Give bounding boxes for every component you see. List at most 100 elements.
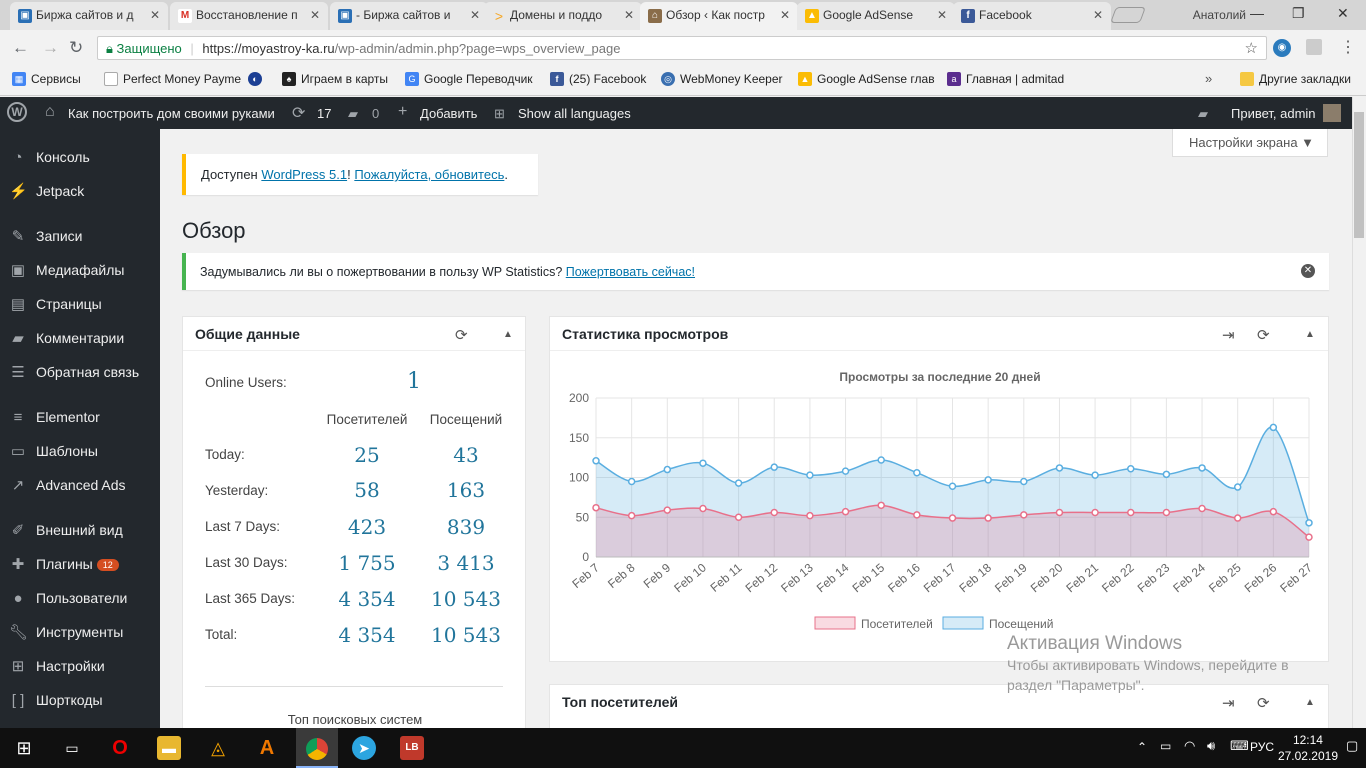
screen-options-button[interactable]: Настройки экрана ▼ [1172, 129, 1328, 157]
input-language[interactable]: РУС [1249, 740, 1274, 754]
sidebar-item-elementor[interactable]: ≡ Elementor [0, 401, 160, 435]
open-page-icon[interactable]: ⇥ [1222, 327, 1235, 344]
updates-icon[interactable]: ⟳ [292, 105, 306, 122]
task-view-icon[interactable]: ▭ [65, 740, 79, 756]
bookmark-star-icon[interactable]: ☆ [1244, 40, 1258, 57]
comment-icon[interactable]: ▰ [348, 106, 358, 121]
visits-value[interactable]: 839 [446, 515, 486, 539]
app-lb-icon[interactable]: LB [400, 736, 424, 760]
sidebar-item-jetpack[interactable]: ⚡ Jetpack [9, 183, 85, 200]
url-bar[interactable]: 🔒︎ Защищено | https://moyastroy-ka.ru/wp… [97, 36, 1267, 60]
windows-start-icon[interactable]: ⊞ [16, 738, 32, 758]
sidebar-item-shortcodes[interactable]: [ ] Шорткоды [0, 684, 160, 718]
bookmark-item[interactable]: ▲ Google AdSense глав [798, 72, 935, 86]
telegram-icon[interactable]: ➤ [352, 736, 376, 760]
visits-value[interactable]: 3 413 [437, 551, 495, 575]
tray-expand-icon[interactable]: ⌃ [1137, 740, 1148, 754]
close-icon[interactable]: ✕ [1092, 8, 1103, 22]
extension-icon[interactable] [1306, 39, 1322, 55]
close-icon[interactable]: ✕ [623, 8, 634, 22]
other-bookmarks[interactable]: Другие закладки [1240, 72, 1351, 86]
sidebar-item-templates[interactable]: ▭ Шаблоны [10, 443, 98, 460]
system-clock[interactable]: 12:14 27.02.2019 [1277, 733, 1338, 763]
collapse-arrow-icon[interactable]: ▲ [503, 329, 513, 340]
sidebar-item-advanced-ads[interactable]: ↗ Advanced Ads [0, 469, 160, 503]
bookmark-item[interactable]: Perfect Money Payme [104, 72, 241, 86]
menu-icon[interactable]: ⋮ [1340, 39, 1356, 56]
bookmark-item[interactable]: ▦ Сервисы [12, 72, 81, 86]
bookmark-item[interactable]: ◎ WebMoney Keeper [661, 72, 783, 86]
sidebar-item-media[interactable]: ▣ Медиафайлы [10, 262, 125, 279]
update-now-link[interactable]: Пожалуйста, обновитесь [354, 167, 505, 182]
keyboard-icon[interactable]: ⌨ [1230, 738, 1249, 753]
collapse-arrow-icon[interactable]: ▲ [1305, 697, 1315, 708]
close-window-icon[interactable]: ✕ [1337, 5, 1349, 21]
file-explorer-icon[interactable]: ▬ [157, 736, 181, 760]
sidebar-item-pages[interactable]: ▤ Страницы [10, 296, 102, 313]
donate-link[interactable]: Пожертвовать сейчас! [565, 265, 695, 279]
opera-icon[interactable]: O [112, 737, 128, 759]
visits-value[interactable]: 10 543 [431, 587, 501, 611]
maximize-icon[interactable]: ❐ [1292, 5, 1305, 21]
sidebar-item-users[interactable]: ● Пользователи [0, 582, 160, 616]
aimp-icon[interactable]: A [259, 737, 275, 759]
greeting-link[interactable]: Привет, admin [1231, 106, 1316, 121]
collapse-arrow-icon[interactable]: ▲ [1305, 329, 1315, 340]
browser-tab[interactable]: f Facebook ✕ [953, 2, 1111, 30]
new-tab-button[interactable] [1110, 7, 1146, 23]
close-icon[interactable]: ✕ [309, 8, 320, 22]
sidebar-item-tools[interactable]: 🔧︎ Инструменты [9, 624, 124, 641]
sidebar-item-comments[interactable]: ▰ Комментарии [0, 322, 160, 356]
comments-count[interactable]: 0 [372, 106, 380, 121]
sidebar-item-plugins[interactable]: ✚ Плагины 12 [0, 548, 160, 582]
bookmark-item[interactable]: ♠ Играем в карты [282, 72, 388, 86]
refresh-icon[interactable]: ⟳ [1257, 695, 1270, 712]
wordpress-version-link[interactable]: WordPress 5.1 [261, 167, 348, 182]
sidebar-item-feedback[interactable]: ☰ Обратная связь [0, 356, 160, 390]
close-icon[interactable]: ✕ [779, 8, 790, 22]
reload-icon[interactable]: ↻ [69, 38, 84, 57]
refresh-icon[interactable]: ⟳ [455, 327, 468, 344]
battery-icon[interactable]: ▭ [1160, 739, 1172, 753]
open-page-icon[interactable]: ⇥ [1222, 695, 1235, 712]
browser-tab[interactable]: ▣ Биржа сайтов и д ✕ [10, 2, 168, 30]
browser-tab-active[interactable]: ⌂ Обзор ‹ Как постр ✕ [640, 2, 798, 30]
visitors-value[interactable]: 423 [347, 515, 387, 539]
chat-icon[interactable]: ▰ [1198, 106, 1208, 121]
visitors-value[interactable]: 58 [354, 478, 380, 502]
extension-icon[interactable]: ◉ [1273, 39, 1291, 57]
volume-icon[interactable]: 🔊︎ [1207, 738, 1216, 753]
browser-tab[interactable]: ▲ Google AdSense ✕ [797, 2, 955, 30]
browser-tab[interactable]: M Восстановление п ✕ [170, 2, 328, 30]
browser-tab[interactable]: ▣ - Биржа сайтов и ✕ [330, 2, 488, 30]
bookmark-item[interactable]: f (25) Facebook [550, 72, 646, 86]
refresh-icon[interactable]: ⟳ [1257, 327, 1270, 344]
sidebar-item-appearance[interactable]: ✐ Внешний вид [0, 514, 160, 548]
visitors-value[interactable]: 25 [354, 443, 380, 467]
bookmark-item[interactable]: a Главная | admitad [947, 72, 1064, 86]
notifications-icon[interactable]: ▢ [1346, 738, 1359, 753]
sidebar-item-posts[interactable]: ✎ Записи [0, 220, 160, 254]
sidebar-item-console[interactable]: ◔ Консоль [0, 141, 160, 175]
add-new-link[interactable]: Добавить [420, 106, 478, 121]
app-icon[interactable]: ◬ [211, 738, 225, 758]
visits-value[interactable]: 163 [446, 478, 486, 502]
languages-link[interactable]: Show all languages [518, 106, 631, 121]
chrome-taskbar-button[interactable] [296, 728, 338, 768]
close-icon[interactable]: ✕ [1301, 264, 1315, 278]
sidebar-item-settings[interactable]: ⊞ Настройки [0, 650, 160, 684]
bookmark-item[interactable]: G Google Переводчик [405, 72, 533, 86]
site-name-link[interactable]: Как построить дом своими руками [68, 106, 275, 121]
online-users-value[interactable]: 1 [407, 369, 421, 394]
updates-count[interactable]: 17 [317, 106, 332, 121]
close-icon[interactable]: ✕ [936, 8, 947, 22]
minimize-icon[interactable]: — [1250, 5, 1264, 21]
visitors-value[interactable]: 1 755 [338, 551, 396, 575]
wordpress-logo-icon[interactable]: W [7, 102, 27, 122]
forward-arrow-icon[interactable]: → [42, 38, 59, 57]
visits-value[interactable]: 43 [453, 443, 479, 467]
wifi-icon[interactable]: ◠ [1184, 738, 1196, 753]
browser-tab[interactable]: > Домены и поддо ✕ [484, 2, 642, 30]
avatar[interactable] [1323, 104, 1341, 122]
browser-profile-name[interactable]: Анатолий [1192, 8, 1246, 22]
